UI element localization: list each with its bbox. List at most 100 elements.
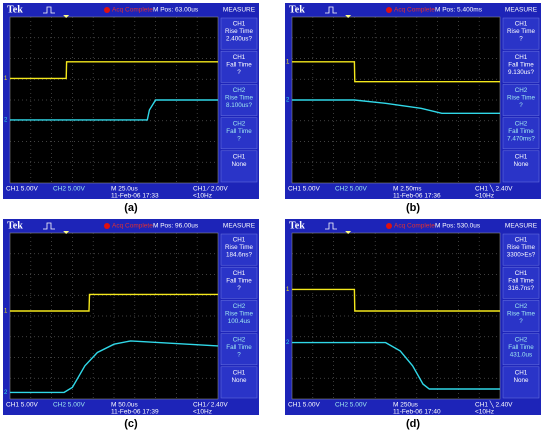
measure-text: Fall Time [226,344,252,351]
measure-text: CH1 [233,21,246,28]
measure-title: MEASURE [505,223,538,230]
measure-text: CH1 [515,237,528,244]
measure-text: CH1 [233,153,246,160]
measure-text: CH1 [515,54,528,61]
measure-text: ? [237,69,241,76]
status-dot [386,7,392,13]
measure-text: 9.130us? [508,69,534,76]
measure-text: ? [519,318,523,325]
caption: (b) [406,202,420,214]
status: Acq Complete [112,7,153,14]
measure-text: None [231,377,247,384]
brand: Tek [7,220,23,231]
caption: (d) [406,418,420,430]
figure: TekAcq CompleteM Pos: 63.00usMEASURE12CH… [0,0,544,431]
footer-ch2: CH2 5.00V [53,402,85,409]
footer-ch1: CH1 5.00V [6,402,38,409]
status-dot [386,223,392,229]
footer-date: 11-Feb-06 17:40 [393,409,441,416]
measure-text: Fall Time [508,344,534,351]
footer-ch1: CH1 5.00V [288,402,320,409]
measure-text: CH1 [233,237,246,244]
measure-text: 100.4us [228,318,250,325]
measure-text: ? [237,351,241,358]
measure-text: CH1 [515,21,528,28]
footer-timebase: M 50.0us [111,402,138,409]
caption: (c) [124,418,138,430]
measure-text: CH2 [515,303,528,310]
measure-text: CH1 [515,270,528,277]
footer-freq: <10Hz [193,409,212,416]
position: M Pos: 5.400ms [435,7,483,14]
measure-text: Rise Time [225,244,253,251]
measure-text: Fall Time [508,128,534,135]
measure-text: None [513,161,529,168]
measure-text: CH2 [515,87,528,94]
caption: (a) [124,202,138,214]
footer-timebase: M 2.50ms [393,186,422,193]
measure-text: CH1 [233,54,246,61]
measure-text: ? [237,285,241,292]
footer-trigger: CH1 ╲ 2.40V [475,400,513,409]
measure-text: Rise Time [225,95,253,102]
footer-trigger: CH1 ⁄ 2.40V [193,402,228,409]
footer-trigger: CH1 ⁄ 2.00V [193,186,228,193]
measure-text: CH1 [515,369,528,376]
footer-ch2: CH2 5.00V [335,186,367,193]
footer-timebase: M 250us [393,402,419,409]
measure-text: 184.6ns? [226,252,252,259]
measure-text: CH2 [233,87,246,94]
measure-text: Fall Time [508,61,534,68]
footer-freq: <10Hz [193,193,212,200]
measure-text: Rise Time [225,311,253,318]
measure-text: 2.400us? [226,36,252,43]
position: M Pos: 63.00us [153,7,199,14]
position: M Pos: 530.0us [435,223,481,230]
measure-text: None [231,161,247,168]
status: Acq Complete [112,223,153,230]
footer-ch2: CH2 5.00V [335,402,367,409]
brand: Tek [7,4,23,15]
measure-text: Fall Time [226,277,252,284]
footer-timebase: M 25.0us [111,186,138,193]
brand: Tek [289,4,305,15]
measure-text: 8.100us? [226,102,252,109]
footer-ch1: CH1 5.00V [288,186,320,193]
measure-text: CH2 [233,120,246,127]
footer-freq: <10Hz [475,193,494,200]
measure-text: Rise Time [507,28,535,35]
measure-text: CH2 [515,336,528,343]
footer-ch1: CH1 5.00V [6,186,38,193]
measure-title: MEASURE [505,7,538,14]
measure-text: CH2 [233,336,246,343]
measure-text: Rise Time [225,28,253,35]
measure-title: MEASURE [223,7,256,14]
footer-trigger: CH1 ╲ 2.40V [475,184,513,193]
measure-text: Rise Time [507,311,535,318]
footer-date: 11-Feb-06 17:36 [393,193,441,200]
measure-text: CH1 [233,369,246,376]
measure-text: CH1 [233,270,246,277]
measure-text: 7.470ms? [507,135,535,142]
measure-text: Fall Time [226,61,252,68]
measure-text: Rise Time [507,244,535,251]
measure-text: ? [519,36,523,43]
status-dot [104,223,110,229]
footer-date: 11-Feb-06 17:39 [111,409,159,416]
position: M Pos: 96.00us [153,223,199,230]
status-dot [104,7,110,13]
measure-text: Fall Time [226,128,252,135]
footer-date: 11-Feb-06 17:33 [111,193,159,200]
measure-text: 431.0us [510,351,532,358]
measure-text: ? [237,135,241,142]
scope-panel: TekAcq CompleteM Pos: 530.0usMEASURE12CH… [285,219,541,416]
measure-text: CH2 [233,303,246,310]
footer-ch2: CH2 5.00V [53,186,85,193]
status: Acq Complete [394,223,435,230]
measure-text: Rise Time [507,95,535,102]
measure-text: ? [519,102,523,109]
measure-text: 316.7ns? [508,285,534,292]
